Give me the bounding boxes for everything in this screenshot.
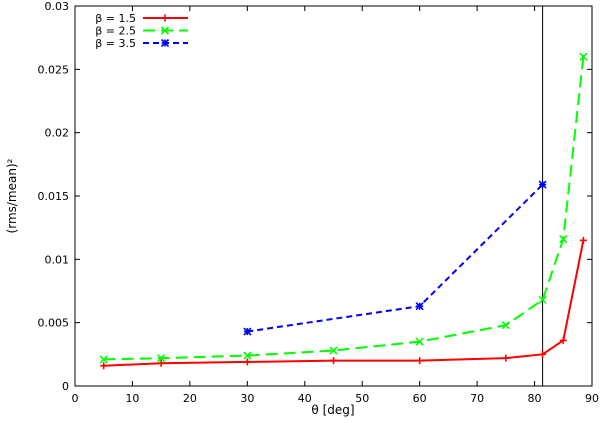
series-2 [99,52,588,364]
data-point [157,354,166,363]
y-tick-label: 0.01 [45,253,70,266]
x-tick-label: 70 [470,392,484,405]
legend-label: β = 2.5 [95,25,136,38]
series-layer [99,52,588,370]
y-axis: 0 0.005 0.01 0.015 0.02 0.025 0.03 [38,0,592,393]
data-point [160,26,170,35]
y-tick-label: 0.03 [45,0,70,13]
x-tick-label: 90 [585,392,599,405]
data-point [416,357,424,365]
data-point [579,52,588,61]
data-point [559,336,567,344]
legend-label: β = 3.5 [95,37,136,50]
legend-label: β = 1.5 [95,12,136,25]
data-point [559,235,568,244]
data-point [579,236,587,244]
data-point [157,359,165,367]
data-point [330,357,337,365]
data-point [539,350,547,358]
data-point [243,327,252,336]
y-tick-label: 0.005 [38,317,70,330]
x-tick-label: 10 [125,392,139,405]
data-point [415,337,424,346]
data-point [243,351,252,360]
y-axis-label: (rms/mean)² [5,158,19,233]
data-point [502,354,510,362]
plot-area-frame [74,5,593,387]
x-axis: 0 10 20 30 40 50 60 70 80 90 [72,6,599,405]
y-tick-label: 0 [62,380,69,393]
x-tick-label: 60 [413,392,427,405]
y-tick-label: 0.015 [38,190,70,203]
x-tick-label: 80 [528,392,542,405]
x-axis-label: θ [deg] [311,403,354,417]
series-1 [100,236,587,370]
data-point [99,355,108,364]
data-point [415,302,424,311]
x-tick-label: 0 [72,392,79,405]
x-tick-label: 40 [298,392,312,405]
data-point [100,362,108,370]
y-tick-label: 0.02 [45,127,70,140]
data-point [329,346,338,355]
x-tick-label: 20 [183,392,197,405]
series-3 [243,180,547,336]
x-tick-label: 50 [355,392,369,405]
data-point [501,321,510,330]
legend: β = 1.5β = 2.5β = 3.5 [95,12,188,50]
x-tick-label: 30 [240,392,254,405]
data-point [161,14,169,22]
data-point [538,295,547,304]
y-tick-label: 0.025 [38,63,70,76]
data-point [243,358,251,366]
data-point [538,180,547,189]
data-point [160,38,170,48]
